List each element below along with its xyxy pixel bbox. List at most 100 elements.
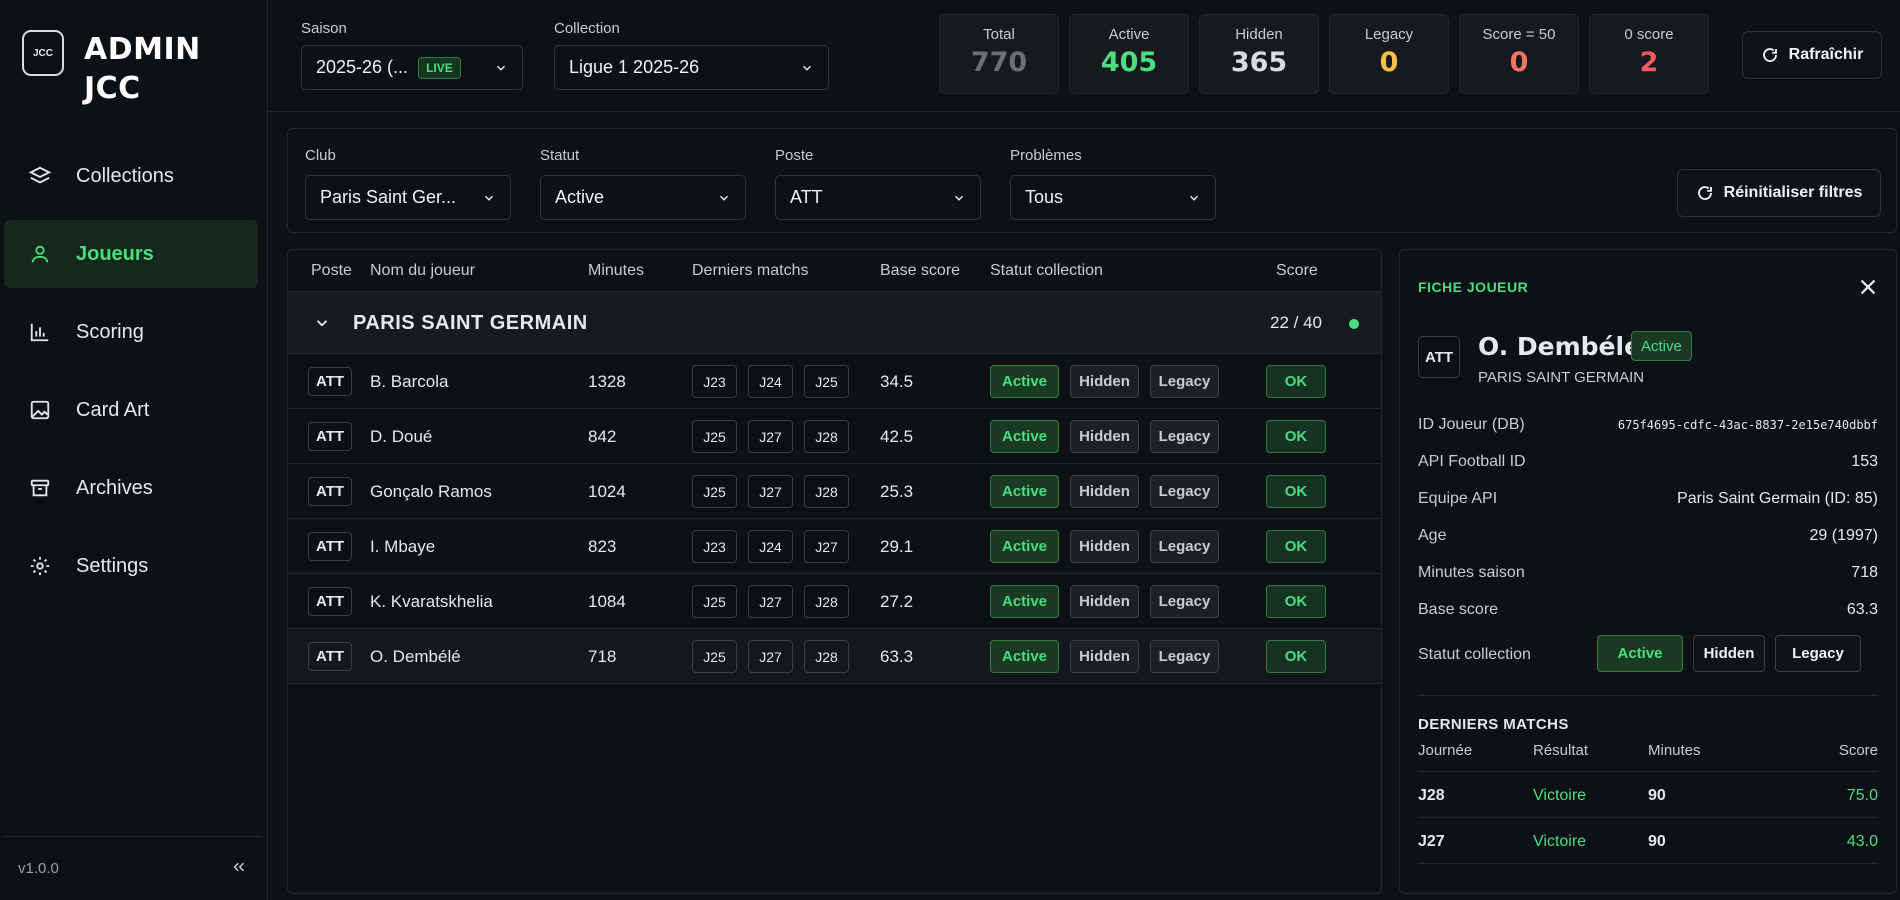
refresh-label: Rafraîchir <box>1788 46 1864 63</box>
header-score[interactable]: Score <box>1276 262 1318 279</box>
sidebar-item-archives[interactable]: Archives <box>4 454 258 522</box>
status-legacy-button[interactable]: Legacy <box>1150 420 1219 453</box>
status-active-button[interactable]: Active <box>990 365 1059 398</box>
match-chip: J25 <box>692 475 737 508</box>
table-row[interactable]: ATT O. Dembélé 718 J25 J27 J28 63.3 Active Hidde… <box>288 629 1381 684</box>
season-select[interactable]: 2025-26 (... LIVE <box>301 45 523 90</box>
match-chip: J27 <box>748 585 793 618</box>
chevron-down-icon[interactable] <box>313 314 331 332</box>
field-key: Equipe API <box>1418 489 1498 507</box>
match-chip: J27 <box>748 420 793 453</box>
match-result: Victoire <box>1533 787 1587 804</box>
player-detail-panel: FICHE JOUEUR ATT O. Dembélé Active PARIS… <box>1399 249 1897 894</box>
stat-legacy: Legacy 0 <box>1329 14 1449 94</box>
status-legacy-button[interactable]: Legacy <box>1150 530 1219 563</box>
poste-select[interactable]: ATT <box>775 175 981 220</box>
reset-filters-button[interactable]: Réinitialiser filtres <box>1677 169 1881 217</box>
header-nom[interactable]: Nom du joueur <box>370 262 475 279</box>
statut-collection-label: Statut collection <box>1418 646 1531 663</box>
stat-hidden: Hidden 365 <box>1199 14 1319 94</box>
match-chip: J28 <box>804 640 849 673</box>
status-legacy-button[interactable]: Legacy <box>1150 640 1219 673</box>
collection-status-group: Active Hidden Legacy <box>990 574 1230 629</box>
club-group-header[interactable]: PARIS SAINT GERMAIN 22 / 40 <box>288 292 1381 354</box>
filters-panel: Club Paris Saint Ger... Statut Active Po… <box>287 128 1897 233</box>
status-legacy-button[interactable]: Legacy <box>1150 585 1219 618</box>
header-minutes[interactable]: Minutes <box>588 262 645 279</box>
refresh-icon <box>1697 186 1712 200</box>
match-chip: J28 <box>804 420 849 453</box>
sidebar: JCC ADMIN JCC Collections Joueurs Scorin… <box>0 0 268 900</box>
sidebar-item-scoring[interactable]: Scoring <box>4 298 258 366</box>
sidebar-item-label: Archives <box>76 476 153 499</box>
club-select[interactable]: Paris Saint Ger... <box>305 175 511 220</box>
status-hidden-button[interactable]: Hidden <box>1070 640 1139 673</box>
collapse-sidebar-icon[interactable] <box>230 858 248 880</box>
status-active-button[interactable]: Active <box>990 475 1059 508</box>
sidebar-item-label: Card Art <box>76 398 150 421</box>
close-icon[interactable] <box>1857 276 1879 298</box>
sidebar-item-settings[interactable]: Settings <box>4 532 258 600</box>
status-active-button[interactable]: Active <box>990 530 1059 563</box>
sidebar-nav: Collections Joueurs Scoring Card Art Arc… <box>4 142 258 610</box>
header-poste[interactable]: Poste <box>311 262 352 279</box>
sidebar-footer: v1.0.0 <box>4 836 262 900</box>
table-row[interactable]: ATT I. Mbaye 823 J23 J24 J27 29.1 Active Hidden L… <box>288 519 1381 574</box>
table-row[interactable]: ATT B. Barcola 1328 J23 J24 J25 34.5 Active Hidd… <box>288 354 1381 409</box>
field-minutes-saison: Minutes saison 718 <box>1418 554 1878 591</box>
stat-value: 2 <box>1639 47 1659 78</box>
field-key: Minutes saison <box>1418 563 1525 581</box>
stat-value: 770 <box>970 47 1028 78</box>
stat-active: Active 405 <box>1069 14 1189 94</box>
set-active-button[interactable]: Active <box>1597 635 1683 672</box>
score-ok-badge: OK <box>1266 585 1326 618</box>
sidebar-item-joueurs[interactable]: Joueurs <box>4 220 258 288</box>
header-base-score[interactable]: Base score <box>880 262 961 279</box>
table-row[interactable]: ATT Gonçalo Ramos 1024 J25 J27 J28 25.3 Active H… <box>288 464 1381 519</box>
status-active-button[interactable]: Active <box>990 420 1059 453</box>
field-value: 29 (1997) <box>1809 526 1879 544</box>
field-value: 153 <box>1851 452 1878 470</box>
player-base-score: 27.2 <box>880 591 914 611</box>
sidebar-item-label: Settings <box>76 554 149 577</box>
status-hidden-button[interactable]: Hidden <box>1070 420 1139 453</box>
refresh-button[interactable]: Rafraîchir <box>1742 31 1882 79</box>
table-row[interactable]: ATT D. Doué 842 J25 J27 J28 42.5 Active Hidden Le… <box>288 409 1381 464</box>
status-legacy-button[interactable]: Legacy <box>1150 475 1219 508</box>
layers-icon <box>28 164 52 188</box>
status-active-button[interactable]: Active <box>990 640 1059 673</box>
sidebar-item-label: Collections <box>76 164 174 187</box>
sidebar-item-card-art[interactable]: Card Art <box>4 376 258 444</box>
brand-logo: JCC <box>22 30 64 76</box>
status-legacy-button[interactable]: Legacy <box>1150 365 1219 398</box>
problemes-select[interactable]: Tous <box>1010 175 1216 220</box>
live-badge: LIVE <box>418 56 461 79</box>
statut-select[interactable]: Active <box>540 175 746 220</box>
recent-matches: J23 J24 J25 <box>692 354 860 409</box>
status-hidden-button[interactable]: Hidden <box>1070 475 1139 508</box>
top-bar: Saison 2025-26 (... LIVE Collection Ligue… <box>269 0 1900 112</box>
status-hidden-button[interactable]: Hidden <box>1070 365 1139 398</box>
chevron-down-icon <box>719 195 729 201</box>
status-active-button[interactable]: Active <box>990 585 1059 618</box>
collection-status-group: Active Hidden Legacy <box>990 629 1230 684</box>
version-label: v1.0.0 <box>18 860 59 877</box>
player-base-score: 25.3 <box>880 481 914 501</box>
image-icon <box>28 398 52 422</box>
player-base-score: 63.3 <box>880 646 914 666</box>
status-hidden-button[interactable]: Hidden <box>1070 585 1139 618</box>
sidebar-item-collections[interactable]: Collections <box>4 142 258 210</box>
matches-header-journee: Journée <box>1418 742 1473 759</box>
status-hidden-button[interactable]: Hidden <box>1070 530 1139 563</box>
field-value: Paris Saint Germain (ID: 85) <box>1677 489 1878 507</box>
divider <box>1418 695 1878 696</box>
problemes-value: Tous <box>1025 187 1064 207</box>
table-row[interactable]: ATT K. Kvaratskhelia 1084 J25 J27 J28 27.2 Acti… <box>288 574 1381 629</box>
set-legacy-button[interactable]: Legacy <box>1775 635 1861 672</box>
position-badge: ATT <box>308 642 353 671</box>
player-minutes: 842 <box>588 426 617 446</box>
set-hidden-button[interactable]: Hidden <box>1693 635 1765 672</box>
collection-select[interactable]: Ligue 1 2025-26 <box>554 45 829 90</box>
match-result: Victoire <box>1533 833 1587 850</box>
status-dot <box>1349 319 1359 329</box>
